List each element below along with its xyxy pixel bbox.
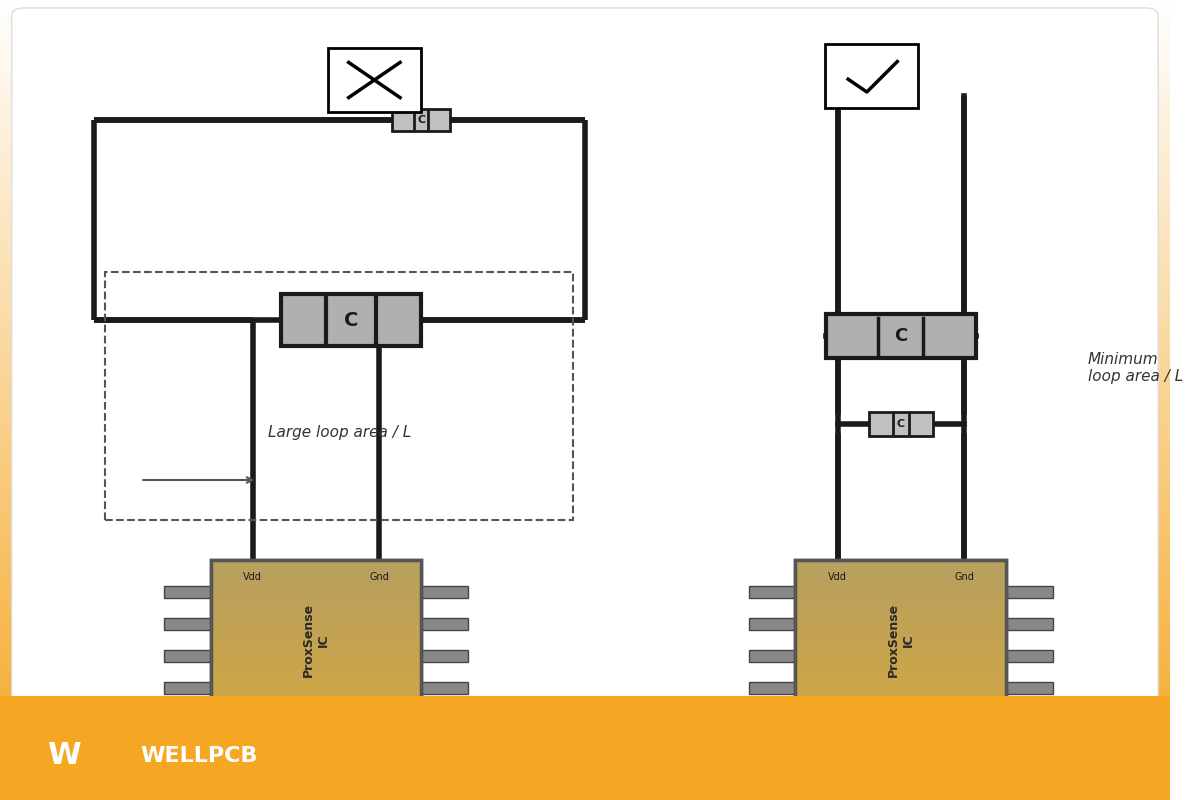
FancyBboxPatch shape <box>12 8 1158 704</box>
Text: ProxSense
IC: ProxSense IC <box>887 603 914 677</box>
Bar <box>796 560 1006 720</box>
Bar <box>796 560 1006 720</box>
Bar <box>421 618 468 630</box>
Text: WELLPCB: WELLPCB <box>140 746 258 766</box>
Bar <box>1006 618 1052 630</box>
Bar <box>824 44 918 108</box>
Text: Gnd: Gnd <box>954 572 974 582</box>
Bar <box>163 618 210 630</box>
Bar <box>106 272 574 520</box>
Text: C: C <box>894 327 907 345</box>
Bar <box>210 560 421 720</box>
Text: Vdd: Vdd <box>828 572 847 582</box>
Text: C: C <box>896 419 905 429</box>
Text: Large loop area / L: Large loop area / L <box>268 425 410 439</box>
Bar <box>281 294 421 346</box>
Bar <box>1006 650 1052 662</box>
Bar <box>826 314 976 358</box>
Bar <box>749 682 796 694</box>
Bar <box>749 618 796 630</box>
Text: C: C <box>343 310 358 330</box>
Bar <box>421 650 468 662</box>
Bar <box>421 682 468 694</box>
Text: Vdd: Vdd <box>244 572 262 582</box>
Text: W: W <box>47 742 80 770</box>
Text: Gnd: Gnd <box>370 572 389 582</box>
Bar <box>392 109 450 131</box>
Bar <box>749 650 796 662</box>
Bar <box>749 586 796 598</box>
Bar <box>163 650 210 662</box>
Text: C: C <box>418 115 425 125</box>
Bar <box>328 48 421 112</box>
Bar <box>1006 682 1052 694</box>
Bar <box>869 412 932 436</box>
Bar <box>163 586 210 598</box>
Bar <box>163 682 210 694</box>
Text: Minimum
loop area / L: Minimum loop area / L <box>1088 352 1183 384</box>
Text: ProxSense
IC: ProxSense IC <box>302 603 330 677</box>
Bar <box>210 560 421 720</box>
Bar <box>1006 586 1052 598</box>
Bar <box>421 586 468 598</box>
Bar <box>0 696 1170 800</box>
